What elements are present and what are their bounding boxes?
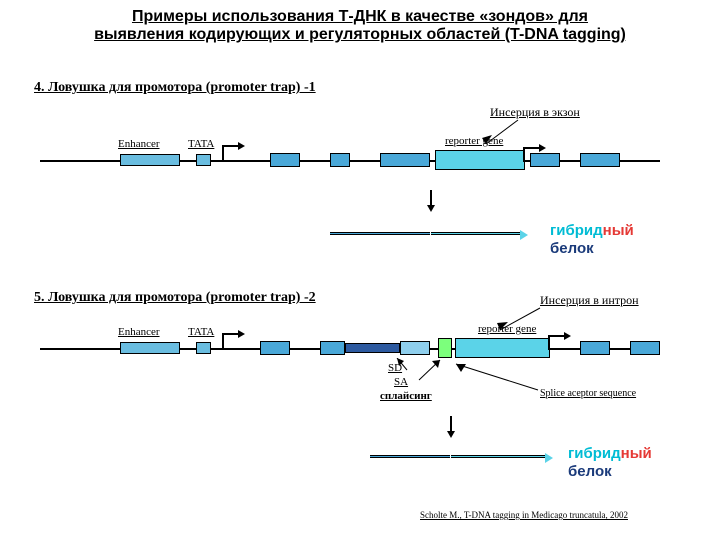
sec5-enhancer-lbl: Enhancer xyxy=(118,326,160,338)
sec5-splice-box xyxy=(438,338,452,358)
sec5-title: 5. Ловушка для промотора (promoter trap)… xyxy=(34,290,316,306)
sec5-reporter-box xyxy=(455,338,550,358)
sec4-down-arrow xyxy=(430,190,432,206)
sec4-exon xyxy=(330,153,350,167)
sec5-exon-light xyxy=(400,341,430,355)
sec5-intron xyxy=(345,343,400,353)
sec5-tata-box xyxy=(196,342,211,354)
sec4-ts-arrow xyxy=(220,142,246,162)
sec5-insertion-label: Инсерция в интрон xyxy=(540,293,639,308)
sec4-reporter-end-arrow xyxy=(521,144,547,164)
sec5-enhancer-box xyxy=(120,342,180,354)
sec5-hybrid-line2: белок xyxy=(568,463,612,480)
hybrid-part2: ный xyxy=(603,222,634,239)
sec5-reporter-lbl: reporter gene xyxy=(478,323,536,335)
sec5-reporter-end-arrow xyxy=(546,332,572,352)
sec5-exon xyxy=(580,341,610,355)
sec4-exon xyxy=(270,153,300,167)
sec4-hybrid-line2: белок xyxy=(550,240,594,257)
sec4-exon xyxy=(380,153,430,167)
sec5-splicing: сплайсинг xyxy=(380,390,432,402)
citation: Scholte M., T-DNA tagging in Medicago tr… xyxy=(420,510,628,520)
sec4-reporter-box xyxy=(435,150,525,170)
sec5-hybrid-line1: гибридный xyxy=(568,445,652,462)
title-line2: выявления кодирующих и регуляторных обла… xyxy=(0,26,720,44)
sec4-enhancer-lbl: Enhancer xyxy=(118,138,160,150)
sec5-ts-arrow xyxy=(220,330,246,350)
hybrid-part1-b: гибрид xyxy=(568,445,621,462)
sec5-exon xyxy=(260,341,290,355)
sec4-tata-box xyxy=(196,154,211,166)
sec4-enhancer-box xyxy=(120,154,180,166)
sec5-splice-arrow xyxy=(450,360,542,394)
sec5-transcript-exon xyxy=(370,455,450,458)
hybrid-part2-b: ный xyxy=(621,445,652,462)
title-line1: Примеры использования Т-ДНК в качестве «… xyxy=(0,8,720,26)
hybrid-part1: гибрид xyxy=(550,222,603,239)
sec4-exon xyxy=(580,153,620,167)
sec4-tata-lbl: TATA xyxy=(188,138,214,150)
sec4-hybrid-line1: гибридный xyxy=(550,222,634,239)
sec4-reporter-lbl: reporter gene xyxy=(445,135,503,147)
sec5-splice-label: Splice aceptor sequence xyxy=(540,388,636,399)
sec5-transcript-rep xyxy=(451,455,546,458)
sec5-exon xyxy=(320,341,345,355)
sec4-transcript-rep xyxy=(431,232,521,235)
sec5-tata-lbl: TATA xyxy=(188,326,214,338)
sec5-down-arrow xyxy=(450,416,452,432)
sec5-exon xyxy=(630,341,660,355)
sec4-transcript-exon xyxy=(330,232,430,235)
sec5-sdsa-arrows xyxy=(395,358,445,384)
sec4-title: 4. Ловушка для промотора (promoter trap)… xyxy=(34,80,316,96)
